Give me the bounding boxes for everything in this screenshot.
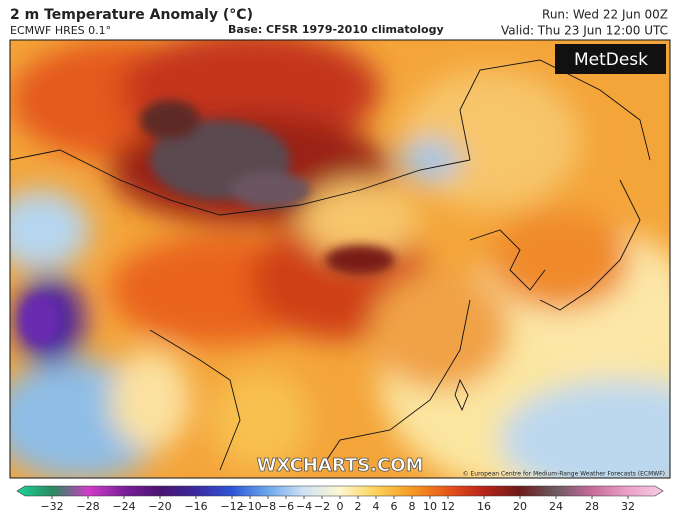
valid: Valid: Thu 23 Jun 12:00 UTC [501,24,668,38]
colorbar-tick-label: −20 [148,500,171,513]
colorbar-tick-label: 16 [477,500,491,513]
run: Run: Wed 22 Jun 00Z [542,8,668,22]
colorbar-tick-label: 32 [621,500,635,513]
model: ECMWF HRES 0.1° [10,24,111,37]
colorbar-tick-label: 20 [513,500,527,513]
colorbar-tick-label: −4 [296,500,312,513]
colorbar-tick-label: −6 [278,500,294,513]
colorbar-tick-label: −2 [314,500,330,513]
colorbar-tick-label: 10 [423,500,437,513]
credit: © European Centre for Medium-Range Weath… [463,471,665,478]
logo: MetDesk [574,50,648,70]
colorbar-tick-label: 8 [409,500,416,513]
colorbar-tick-label: 6 [391,500,398,513]
colorbar-tick-label: −28 [76,500,99,513]
colorbar-tick-label: 4 [373,500,380,513]
watermark: WXCHARTS.COM [257,455,424,476]
base: Base: CFSR 1979-2010 climatology [228,23,444,36]
colorbar-tick-label: −8 [260,500,276,513]
colorbar-tick-label: 2 [355,500,362,513]
logo-box [555,44,666,74]
colorbar-tick-label: −24 [112,500,135,513]
colorbar-tick-label: 24 [549,500,563,513]
colorbar-tick-label: −12 [220,500,243,513]
colorbar-tick-label: −32 [40,500,63,513]
borders [10,59,651,471]
colorbar-tick-label: −16 [184,500,207,513]
title: 2 m Temperature Anomaly (°C) [10,7,253,23]
map-frame [9,39,671,479]
map: WXCHARTS.COM © European Centre for Mediu… [10,40,670,478]
colorbar-tick-label: 0 [337,500,344,513]
colorbar [16,485,664,497]
colorbar-tick-label: −10 [238,500,261,513]
colorbar-tick-label: 12 [441,500,455,513]
colorbar-tick-label: 28 [585,500,599,513]
